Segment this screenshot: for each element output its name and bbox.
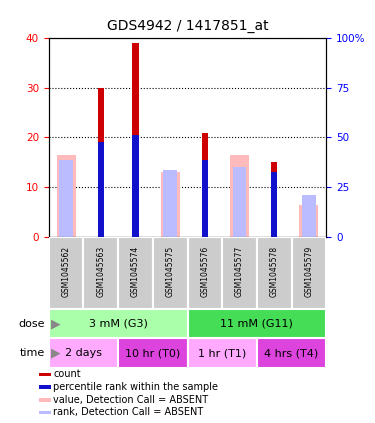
Bar [257,237,292,309]
Bar [188,338,257,368]
Text: ▶: ▶ [51,347,60,360]
Bar [302,195,316,237]
Bar [98,143,104,237]
Text: 3 mM (G3): 3 mM (G3) [88,319,147,329]
Bar [164,170,177,237]
Bar [132,135,139,237]
Text: GSM1045577: GSM1045577 [235,246,244,297]
Bar [132,43,139,135]
Text: GSM1045562: GSM1045562 [62,246,70,297]
Text: 10 hr (T0): 10 hr (T0) [125,348,180,358]
Bar [39,411,51,414]
Bar [292,237,326,309]
Bar [132,43,139,237]
Bar [39,385,51,389]
Bar [271,162,278,172]
Bar [299,205,318,237]
Bar [118,237,153,309]
Bar [49,309,188,338]
Text: value, Detection Call = ABSENT: value, Detection Call = ABSENT [53,395,208,405]
Bar [57,155,76,237]
Bar [98,88,104,143]
Bar [98,88,104,237]
Bar [160,172,180,237]
Bar [49,237,83,309]
Text: 11 mM (G11): 11 mM (G11) [220,319,293,329]
Bar [39,373,51,376]
Text: 4 hrs (T4): 4 hrs (T4) [264,348,319,358]
Bar [153,237,188,309]
Bar [202,132,208,237]
Bar [202,160,208,237]
Bar [271,172,278,237]
Text: 2 days: 2 days [65,348,102,358]
Text: GSM1045579: GSM1045579 [304,246,313,297]
Bar [188,237,222,309]
Text: GSM1045563: GSM1045563 [96,246,105,297]
Bar [83,237,118,309]
Bar [49,338,118,368]
Text: GSM1045574: GSM1045574 [131,246,140,297]
Bar [188,309,326,338]
Bar [257,338,326,368]
Bar [118,338,188,368]
Bar [59,160,73,237]
Bar [271,162,278,237]
Text: percentile rank within the sample: percentile rank within the sample [53,382,218,392]
Text: dose: dose [18,319,45,329]
Bar [39,398,51,401]
Text: GDS4942 / 1417851_at: GDS4942 / 1417851_at [106,19,268,33]
Text: time: time [20,348,45,358]
Text: GSM1045576: GSM1045576 [200,246,209,297]
Bar [233,168,246,237]
Bar [202,132,208,160]
Text: GSM1045578: GSM1045578 [270,246,279,297]
Text: rank, Detection Call = ABSENT: rank, Detection Call = ABSENT [53,407,204,418]
Text: 1 hr (T1): 1 hr (T1) [198,348,246,358]
Bar [222,237,257,309]
Text: count: count [53,369,81,379]
Text: ▶: ▶ [51,317,60,330]
Bar [230,155,249,237]
Text: GSM1045575: GSM1045575 [166,246,175,297]
